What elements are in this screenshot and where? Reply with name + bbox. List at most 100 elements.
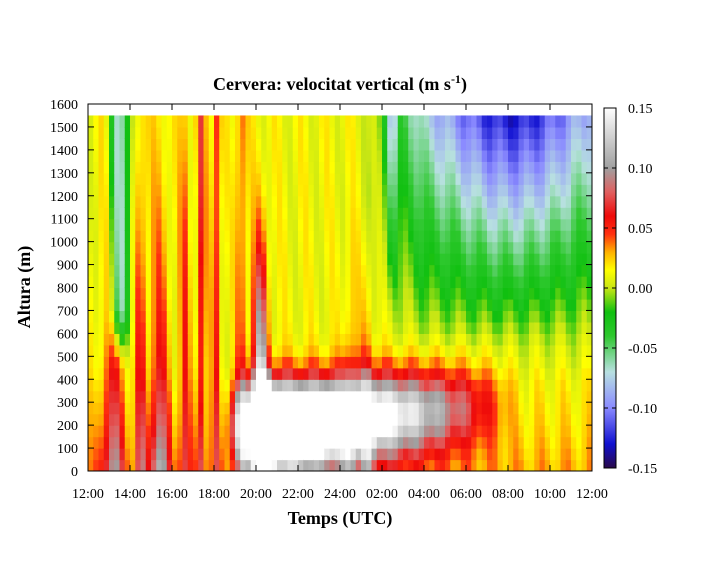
heatmap-cell [329, 218, 336, 231]
heatmap-cell [319, 287, 325, 300]
heatmap-cell [193, 344, 199, 357]
heatmap-cell [151, 161, 157, 174]
heatmap-cell [539, 253, 546, 266]
heatmap-cell [334, 379, 341, 392]
heatmap-cell [93, 402, 100, 415]
heatmap-cell [466, 138, 472, 151]
heatmap-cell [550, 149, 556, 162]
heatmap-cell [130, 149, 136, 162]
heatmap-cell [371, 172, 378, 185]
heatmap-cell [324, 115, 331, 128]
heatmap-cell [455, 448, 462, 461]
heatmap-cell [544, 264, 551, 277]
heatmap-cell [151, 402, 157, 415]
heatmap-cell [429, 367, 436, 380]
heatmap-cell [198, 448, 205, 461]
heatmap-cell [308, 253, 315, 266]
heatmap-cell [466, 161, 472, 174]
heatmap-cell [518, 241, 525, 254]
heatmap-cell [130, 138, 136, 151]
x-tick-label: 12:00 [72, 487, 104, 502]
heatmap-cell [303, 390, 310, 403]
y-tick-label: 400 [57, 373, 78, 388]
heatmap-cell [182, 172, 189, 185]
heatmap-cell [135, 436, 142, 449]
heatmap-cell [513, 436, 520, 449]
heatmap-cell [492, 448, 499, 461]
heatmap-cell [434, 321, 441, 334]
heatmap-cell [103, 448, 110, 461]
heatmap-cell [513, 390, 520, 403]
heatmap-cell [114, 402, 121, 415]
heatmap-cell [287, 253, 294, 266]
heatmap-cell [487, 367, 493, 380]
heatmap-cell [376, 402, 383, 415]
heatmap-cell [418, 448, 425, 461]
heatmap-cell [109, 321, 115, 334]
heatmap-cell [555, 310, 562, 323]
heatmap-cell [287, 310, 294, 323]
heatmap-cell [439, 149, 446, 162]
heatmap-cell [560, 115, 567, 128]
heatmap-cell [581, 413, 588, 426]
heatmap-cell [366, 298, 373, 312]
heatmap-cell [214, 253, 220, 266]
heatmap-cell [497, 207, 504, 220]
heatmap-cell [361, 115, 367, 128]
heatmap-cell [408, 448, 415, 461]
heatmap-cell [334, 287, 341, 300]
heatmap-cell [292, 367, 299, 380]
heatmap-cell [261, 161, 268, 174]
heatmap-cell [277, 126, 283, 140]
heatmap-cell [382, 195, 388, 208]
heatmap-cell [481, 161, 488, 174]
heatmap-cell [371, 379, 378, 392]
heatmap-cell [156, 115, 163, 128]
heatmap-cell [513, 195, 520, 208]
heatmap-cell [319, 448, 325, 461]
heatmap-cell [481, 390, 488, 403]
heatmap-cell [413, 356, 420, 369]
heatmap-cell [403, 298, 409, 312]
heatmap-cell [418, 126, 425, 140]
heatmap-cell [145, 149, 152, 162]
heatmap-cell [98, 172, 105, 185]
heatmap-cell [177, 333, 184, 346]
heatmap-cell [208, 379, 215, 392]
heatmap-cell [88, 287, 94, 300]
heatmap-cell [434, 425, 441, 438]
x-tick-label: 14:00 [114, 487, 146, 502]
heatmap-cell [240, 425, 247, 438]
heatmap-cell [109, 207, 115, 220]
heatmap-cell [198, 310, 205, 323]
heatmap-cell [256, 413, 262, 426]
heatmap-cell [271, 126, 278, 140]
heatmap-cell [88, 241, 94, 254]
heatmap-cell [513, 230, 520, 243]
heatmap-cell [172, 413, 178, 426]
heatmap-cell [229, 126, 236, 140]
heatmap-cell [266, 264, 273, 277]
heatmap-cell [445, 321, 451, 334]
heatmap-cell [555, 115, 562, 128]
heatmap-cell [555, 172, 562, 185]
heatmap-cell [292, 138, 299, 151]
heatmap-cell [455, 149, 462, 162]
heatmap-cell [445, 207, 451, 220]
heatmap-cell [172, 207, 178, 220]
heatmap-cell [366, 344, 373, 357]
heatmap-cell [229, 333, 236, 346]
heatmap-cell [565, 253, 572, 266]
heatmap-cell [182, 287, 189, 300]
heatmap-cell [140, 207, 147, 220]
heatmap-cell [130, 241, 136, 254]
heatmap-cell [303, 126, 310, 140]
heatmap-cell [93, 390, 100, 403]
heatmap-cell [487, 287, 493, 300]
heatmap-cell [450, 436, 457, 449]
heatmap-cell [151, 115, 157, 128]
heatmap-cell [329, 344, 336, 357]
heatmap-cell [450, 298, 457, 312]
heatmap-cell [340, 344, 346, 357]
heatmap-cell [345, 367, 352, 380]
